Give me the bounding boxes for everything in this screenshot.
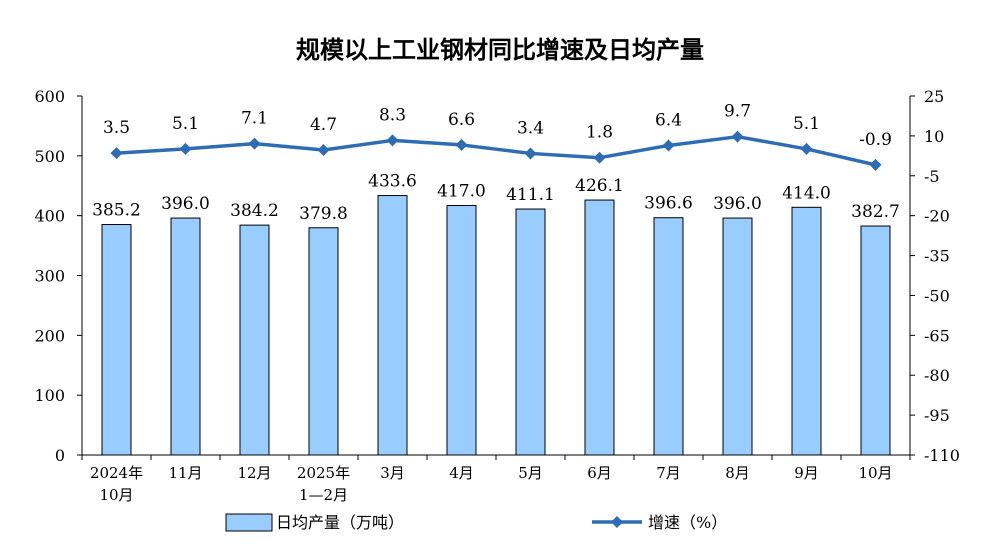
bar [653, 217, 684, 456]
line-data-label: 3.5 [103, 118, 130, 138]
y-right-tick-label: -20 [924, 207, 950, 226]
y-left-tick-label: 0 [55, 446, 65, 465]
bar [722, 217, 753, 456]
legend: 日均产量（万吨） 增速（%） [225, 513, 727, 532]
y-right-tick-label: -5 [924, 167, 940, 186]
y-right-tick-label: -110 [924, 446, 960, 465]
y-left-tick-label: 200 [34, 326, 65, 345]
line-point-marker [662, 139, 675, 152]
line-point-marker [386, 134, 399, 147]
bar-data-label: 414.0 [782, 183, 831, 203]
y-left-tick-label: 400 [34, 207, 65, 226]
legend-label-bar: 日均产量（万吨） [276, 513, 404, 532]
legend-swatch-bar [225, 513, 273, 532]
bar [101, 224, 132, 456]
x-tick-label: 1—2月 [299, 486, 348, 504]
bar-data-label: 384.2 [230, 201, 279, 221]
line-point-marker [800, 142, 813, 155]
bar-data-label: 426.1 [575, 176, 624, 196]
bar-data-label: 417.0 [437, 181, 486, 201]
line-data-label: 1.8 [586, 123, 613, 143]
x-tick-label: 8月 [725, 464, 750, 482]
line-point-marker [110, 147, 123, 160]
bar [584, 199, 615, 456]
line-data-label: 5.1 [172, 114, 199, 134]
line-point-marker [317, 143, 330, 156]
bar-data-label: 433.6 [368, 172, 417, 192]
x-tick-label: 10月 [99, 486, 133, 504]
y-right-tick-label: -95 [924, 406, 950, 425]
bar [860, 225, 891, 456]
y-right-tick-label: -65 [924, 326, 950, 345]
line-point-marker [524, 147, 537, 160]
y-left-tick-label: 300 [34, 267, 65, 286]
bar [791, 206, 822, 456]
line-data-label: 6.4 [655, 110, 682, 130]
y-left-tick-label: 100 [34, 386, 65, 405]
line-point-marker [593, 151, 606, 164]
bar-data-label: 379.8 [299, 204, 348, 224]
bar [515, 208, 546, 456]
line-point-marker [869, 158, 882, 171]
line-point-marker [179, 142, 192, 155]
bar-data-label: 396.6 [644, 194, 693, 214]
legend-label-line: 增速（%） [648, 513, 727, 532]
y-right-tick-label: -35 [924, 247, 950, 266]
line-point-marker [455, 138, 468, 151]
bar [239, 224, 270, 456]
line-point-marker [731, 130, 744, 143]
x-tick-label: 7月 [656, 464, 681, 482]
bar-data-label: 385.2 [92, 201, 141, 221]
line-data-label: 3.4 [517, 118, 544, 138]
y-left-tick-label: 500 [34, 147, 65, 166]
x-tick-label: 6月 [587, 464, 612, 482]
x-tick-label: 9月 [794, 464, 819, 482]
y-right-tick-label: -50 [924, 286, 950, 305]
line-series-path [116, 134, 876, 167]
line-point-marker [248, 137, 261, 150]
chart-title: 规模以上工业钢材同比增速及日均产量 [296, 36, 704, 64]
bar-data-label: 411.1 [506, 185, 555, 205]
line-data-label: 5.1 [793, 114, 820, 134]
y-left-tick-label: 600 [34, 87, 65, 106]
line-data-label: 6.6 [448, 110, 475, 130]
x-tick-label: 11月 [168, 464, 202, 482]
line-data-label: -0.9 [859, 130, 892, 150]
line-data-label: 9.7 [724, 102, 751, 122]
bar [377, 195, 408, 456]
bar [308, 227, 339, 456]
legend-marker-diamond [611, 516, 623, 528]
x-tick-label: 2025年 [297, 464, 350, 482]
x-tick-label: 10月 [858, 464, 892, 482]
x-tick-label: 5月 [518, 464, 543, 482]
x-tick-label: 2024年 [90, 464, 143, 482]
bar-data-label: 396.0 [713, 194, 762, 214]
line-data-label: 4.7 [310, 115, 337, 135]
y-right-tick-label: 10 [924, 127, 944, 146]
x-tick-label: 3月 [380, 464, 405, 482]
x-tick-label: 4月 [449, 464, 474, 482]
y-right-tick-label: -80 [924, 366, 950, 385]
bar [446, 204, 477, 456]
bar [170, 217, 201, 456]
plot-area: 0 100 200 300 400 500 600 25 10 -5 -20 -35 -50 -65 -80… [34, 87, 960, 504]
x-tick-label: 12月 [237, 464, 271, 482]
bar-data-label: 382.7 [851, 202, 900, 222]
line-data-label: 8.3 [379, 105, 406, 125]
bar-data-label: 396.0 [161, 194, 210, 214]
line-data-label: 7.1 [241, 109, 268, 129]
y-right-tick-label: 25 [924, 87, 944, 106]
